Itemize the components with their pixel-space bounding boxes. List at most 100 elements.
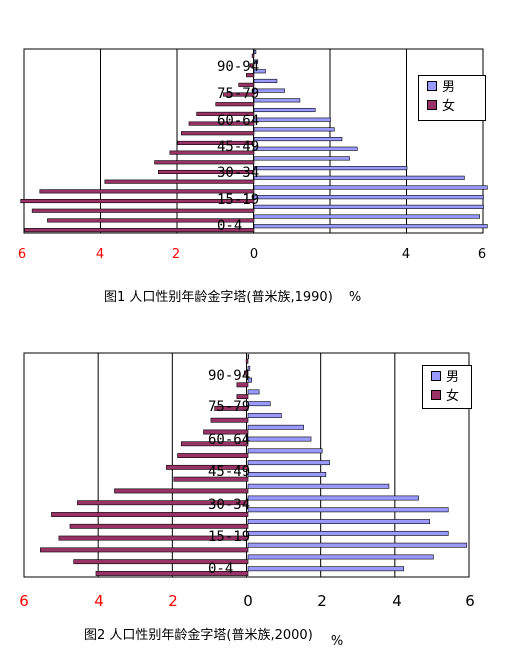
- bar-female: [51, 512, 249, 517]
- bar-female: [249, 63, 255, 68]
- bar-male: [247, 413, 282, 418]
- chart1-legend-female: 女: [419, 95, 485, 114]
- bar-male: [247, 472, 327, 477]
- bar-male: [253, 185, 488, 190]
- bar-female: [77, 500, 249, 506]
- bar-male: [253, 156, 350, 161]
- chart1-unit: %: [348, 290, 362, 305]
- bar-male: [253, 137, 343, 142]
- age-label: 75-79: [208, 399, 250, 415]
- bar-male: [247, 566, 405, 572]
- bar-male: [247, 354, 250, 359]
- x-tick-label: 4: [96, 247, 104, 262]
- bar-male: [247, 436, 312, 442]
- bar-female: [24, 228, 255, 233]
- chart1-legend-male-label: 男: [442, 80, 456, 95]
- chart1-legend: 男 女: [418, 75, 486, 121]
- x-tick-label: 2: [317, 592, 327, 610]
- bar-female: [104, 179, 255, 184]
- bar-male: [253, 98, 301, 103]
- age-label: 60-64: [208, 432, 250, 448]
- age-label: 75-79: [217, 86, 259, 102]
- x-tick-label: 6: [19, 592, 29, 610]
- chart-2: 0-4 15-19 30-34 45-49 60-64 75-79 90-94 6 4 2 0 2 4 6: [19, 352, 475, 610]
- age-label: 15-19: [217, 192, 259, 208]
- bar-female: [196, 111, 255, 116]
- bar-female: [166, 464, 249, 470]
- bar-female: [39, 189, 255, 194]
- bar-male: [247, 530, 449, 536]
- age-label: 90-94: [217, 59, 259, 75]
- age-label: 90-94: [208, 368, 250, 384]
- bar-male: [247, 377, 253, 383]
- bar-female: [47, 218, 255, 223]
- bar-male: [253, 59, 259, 64]
- x-tick-label: 0: [243, 592, 253, 610]
- x-tick-label: 6: [18, 247, 26, 262]
- bar-female: [73, 559, 249, 565]
- bar-male: [253, 166, 408, 171]
- bar-male: [253, 175, 465, 180]
- x-tick-label: 6: [465, 592, 475, 610]
- bar-male: [247, 389, 260, 395]
- bar-male: [247, 483, 390, 489]
- age-label: 45-49: [208, 464, 250, 480]
- x-tick-label: 4: [392, 592, 402, 610]
- bar-male: [253, 224, 488, 229]
- x-tick-label: 0: [250, 247, 258, 262]
- bar-female: [95, 571, 249, 576]
- bar-female: [69, 523, 249, 529]
- age-label: 0-4: [217, 218, 242, 234]
- chart2-legend-female: 女: [423, 385, 471, 404]
- bar-male: [253, 204, 484, 209]
- bar-male: [247, 401, 271, 407]
- x-tick-label: 4: [402, 247, 410, 262]
- bar-female: [223, 92, 255, 97]
- chart2-legend-female-label: 女: [446, 389, 460, 404]
- bar-male: [247, 365, 251, 371]
- bar-male: [253, 88, 285, 93]
- female-swatch: [427, 99, 437, 110]
- age-label: 45-49: [217, 139, 259, 155]
- bar-male: [247, 519, 431, 525]
- chart1-title: 图1 人口性别年龄金字塔(普米族,1990): [104, 290, 333, 305]
- chart2-title: 图2 人口性别年龄金字塔(普米族,2000): [84, 628, 313, 643]
- bar-male: [253, 107, 316, 113]
- bar-male: [253, 69, 266, 74]
- bar-female: [177, 453, 249, 458]
- bar-female: [188, 121, 255, 126]
- chart2-legend-male-label: 男: [446, 370, 460, 385]
- bar-female: [214, 405, 249, 411]
- age-label: 15-19: [208, 529, 250, 545]
- bar-male: [253, 214, 480, 219]
- bar-female: [210, 417, 249, 423]
- chart1-caption: 图1 人口性别年龄金字塔(普米族,1990) %: [104, 286, 361, 305]
- bar-female: [181, 131, 255, 136]
- chart1-legend-female-label: 女: [442, 99, 456, 114]
- chart2-caption: 图2 人口性别年龄金字塔(普米族,2000) %: [84, 624, 343, 649]
- bar-male: [247, 460, 330, 466]
- bar-female: [58, 535, 249, 541]
- bar-male: [253, 49, 257, 54]
- bar-male: [253, 117, 331, 122]
- age-label: 0-4: [208, 561, 233, 577]
- bar-male: [253, 127, 335, 132]
- bar-male: [247, 507, 449, 513]
- age-label: 60-64: [217, 113, 259, 129]
- bar-female: [236, 394, 249, 400]
- bar-male: [253, 195, 484, 200]
- bar-female: [177, 140, 255, 145]
- male-swatch: [427, 80, 437, 91]
- x-tick-label: 6: [478, 247, 486, 262]
- bar-female: [173, 476, 249, 482]
- bar-male: [253, 146, 358, 151]
- bar-female: [169, 150, 255, 155]
- chart-1: 90-94 75-79 60-64 45-49 30-34 15-19 0-4 6 4 2 0 4 6: [18, 48, 488, 262]
- female-swatch: [431, 389, 441, 400]
- chart2-unit: %: [330, 634, 344, 649]
- bar-female: [251, 53, 255, 58]
- chart2-legend: 男 女: [422, 365, 472, 409]
- bar-female: [31, 208, 255, 213]
- bar-female: [154, 160, 255, 165]
- bar-female: [203, 429, 249, 435]
